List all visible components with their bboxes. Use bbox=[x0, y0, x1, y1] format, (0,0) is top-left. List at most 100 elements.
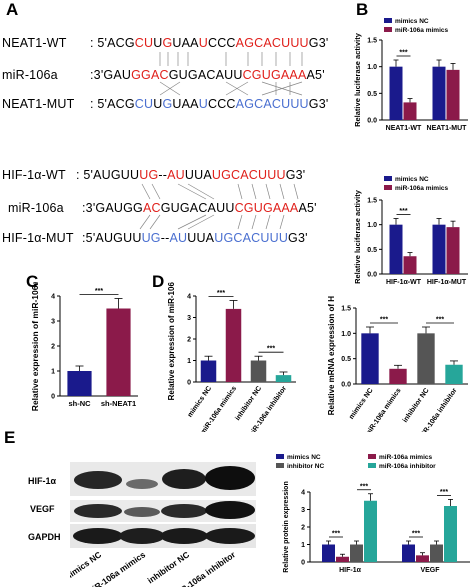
panel-letter-a: A bbox=[6, 0, 19, 19]
seq-label: NEAT1-WT bbox=[2, 36, 67, 50]
nucleotide-run: UGCACUUU bbox=[211, 168, 286, 182]
band-label-hif1a: HIF-1α bbox=[28, 476, 57, 486]
nucleotide-run: -- bbox=[158, 168, 168, 182]
seq-prefix: :3'GAU bbox=[90, 68, 132, 82]
y-axis-label: Relative mRNA expression of HIF-1α bbox=[327, 296, 336, 415]
seq-parts: UG--AUUUAUGCACUUUG3' bbox=[139, 168, 305, 182]
seq-prefix: :5'AUGUU bbox=[82, 231, 142, 245]
seq-parts: CUUGUAAUCCCAGCACUUUG3' bbox=[135, 36, 329, 50]
y-tick-label: 1.5 bbox=[367, 38, 377, 45]
bar bbox=[389, 368, 407, 384]
seq-prefix: : 5'ACG bbox=[90, 97, 135, 111]
x-tick-label: sh-NEAT1 bbox=[101, 399, 136, 408]
chart-b2-luciferase-hif1a: 0.0 0.5 1.0 1.5 Relative luciferase activity… bbox=[353, 176, 468, 286]
seq-label: HIF-1α-WT bbox=[2, 168, 66, 182]
y-tick-label: 1 bbox=[51, 369, 55, 376]
seq-parts: ACGUGACAUUCGUGAAAA5' bbox=[143, 201, 317, 215]
y-tick-label: 1.0 bbox=[367, 64, 377, 71]
nucleotide-run: U bbox=[153, 97, 163, 111]
legend-swatch bbox=[368, 454, 376, 459]
significance-label: *** bbox=[440, 489, 448, 496]
seq-row-hif1a-wt: HIF-1α-WT : 5'AUGUUUG--AUUUAUGCACUUUG3' bbox=[2, 168, 305, 182]
bar bbox=[432, 224, 446, 274]
nucleotide-run: G3' bbox=[285, 168, 306, 182]
nucleotide-run: G3' bbox=[288, 231, 308, 245]
seq-row-hif1a-mut: HIF-1α-MUT:5'AUGUUUG--AUUUAUGCACUUUG3' bbox=[2, 231, 308, 245]
bar bbox=[350, 544, 363, 562]
y-tick-label: 1.5 bbox=[341, 306, 351, 313]
chart-e-protein-expression: 0 1 2 3 4 Relative protein expression HIF-1α VE… bbox=[276, 454, 470, 574]
y-tick-label: 0 bbox=[187, 380, 191, 387]
x-tick-label: mimics NC bbox=[348, 387, 374, 421]
bar bbox=[389, 224, 403, 274]
seq-label: miR-106a bbox=[8, 201, 64, 215]
y-tick-label: 0.5 bbox=[367, 91, 377, 98]
bar bbox=[432, 66, 446, 120]
x-tick-label: VEGF bbox=[420, 567, 440, 574]
x-tick-label: inhibitor NC bbox=[402, 387, 431, 424]
significance-label: *** bbox=[95, 288, 103, 295]
legend-swatch bbox=[384, 27, 392, 32]
chart-b1-luciferase-neat1: 0.0 0.5 1.0 1.5 Relative luciferase activity… bbox=[353, 18, 468, 132]
x-tick-label: HIF-1α-MUT bbox=[427, 279, 467, 286]
band-label-vegf: VEGF bbox=[30, 504, 55, 514]
nucleotide-run: UG bbox=[141, 231, 161, 245]
nucleotide-run: AC bbox=[142, 201, 161, 215]
y-tick-label: 0.0 bbox=[367, 272, 377, 279]
lane-label: mimics NC bbox=[70, 549, 103, 582]
y-tick-label: 0 bbox=[51, 394, 55, 401]
nucleotide-run: UAA bbox=[172, 97, 199, 111]
legend-entry: mimics NC bbox=[395, 18, 429, 25]
y-tick-label: 1 bbox=[187, 358, 191, 365]
significance-label: *** bbox=[332, 531, 340, 538]
y-tick-label: 4 bbox=[301, 490, 305, 497]
x-tick-label: NEAT1-WT bbox=[386, 125, 422, 132]
bar bbox=[430, 544, 443, 562]
x-tick-label: inhibitor NC bbox=[234, 385, 263, 422]
y-tick-label: 2 bbox=[301, 525, 305, 532]
bar bbox=[403, 102, 417, 120]
legend-swatch bbox=[368, 463, 376, 468]
y-tick-label: 3 bbox=[51, 319, 55, 326]
bar bbox=[361, 333, 379, 384]
bar bbox=[402, 544, 415, 562]
y-tick-label: 4 bbox=[187, 294, 191, 301]
y-axis-label: Relative expression of miR-106a bbox=[30, 282, 40, 411]
alignment-lines-neat1 bbox=[159, 52, 303, 96]
panel-letter-c: C bbox=[26, 272, 39, 291]
nucleotide-run: CCC bbox=[207, 36, 236, 50]
bar bbox=[67, 371, 92, 396]
nucleotide-run: A5' bbox=[306, 68, 325, 82]
nucleotide-run: AU bbox=[167, 168, 185, 182]
seq-prefix: : 5'AUGUU bbox=[76, 168, 140, 182]
nucleotide-run: A5' bbox=[298, 201, 317, 215]
y-tick-label: 0.5 bbox=[341, 356, 351, 363]
nucleotide-run: ACAUU bbox=[197, 68, 243, 82]
nucleotide-run: GUG bbox=[160, 201, 190, 215]
seq-prefix: : 5'ACG bbox=[90, 36, 135, 50]
y-axis-label: Relative protein expression bbox=[283, 481, 290, 572]
significance-label: *** bbox=[267, 346, 275, 353]
legend-entry: mimics NC bbox=[395, 176, 429, 183]
lane-label: inhibitor NC bbox=[146, 549, 192, 585]
alignment-lines-hif1a bbox=[139, 183, 299, 230]
y-tick-label: 3 bbox=[301, 507, 305, 514]
nucleotide-run: G3' bbox=[308, 97, 329, 111]
chart-d2-hif1a-mrna: 0.0 0.5 1.0 1.5 Relative mRNA expression of … bbox=[327, 296, 468, 432]
seq-row-mir106a: miR-106a:3'GAUGGACGUGACAUUCGUGAAAA5' bbox=[2, 68, 325, 82]
nucleotide-run: U bbox=[153, 36, 163, 50]
panel-letter-d: D bbox=[152, 272, 165, 291]
seq-row-neat1-wt: NEAT1-WT: 5'ACGCUUGUAAUCCCAGCACUUUG3' bbox=[2, 36, 328, 50]
seq-prefix: :3'GAUGG bbox=[82, 201, 143, 215]
bar bbox=[336, 556, 349, 562]
x-tick-label: sh-NC bbox=[68, 399, 91, 408]
y-tick-label: 2 bbox=[51, 344, 55, 351]
y-tick-label: 0.5 bbox=[367, 247, 377, 254]
legend-swatch bbox=[276, 463, 284, 468]
panel-letter-b: B bbox=[356, 0, 369, 19]
nucleotide-run: UAA bbox=[172, 36, 199, 50]
legend-entry: miR-106a inhibitor bbox=[379, 463, 436, 470]
nucleotide-run: AU bbox=[169, 231, 188, 245]
nucleotide-run: CGUGAAA bbox=[242, 68, 307, 82]
nucleotide-run: AGCACUUU bbox=[235, 97, 309, 111]
